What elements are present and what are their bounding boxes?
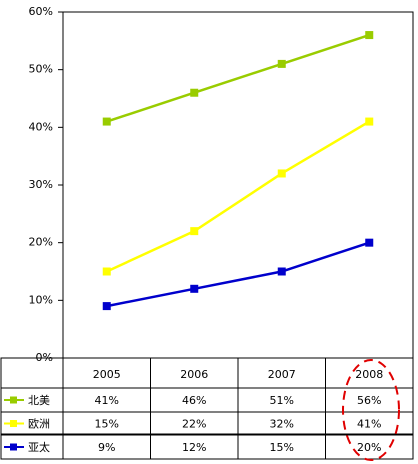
y-tick-label: 60% [29,5,53,18]
point-marker [190,88,199,97]
point-marker [277,267,286,276]
x-tick-label: 2008 [355,368,383,381]
legend-marker [10,396,17,404]
point-marker [102,117,111,126]
point-marker [277,169,286,178]
series-line [106,120,370,273]
legend-label: 亚太 [28,441,50,454]
legend-marker [10,443,17,451]
table-value: 15% [270,441,294,454]
table-value: 41% [95,394,119,407]
table-value: 46% [182,394,206,407]
y-tick-label: 10% [29,293,53,306]
table-value: 15% [95,418,119,431]
table-value: 22% [182,418,206,431]
point-marker [102,267,111,276]
table-value: 20% [357,441,381,454]
legend-label: 北美 [28,394,50,407]
series-line [106,241,370,308]
table-value: 9% [98,441,115,454]
legend-marker [10,420,17,427]
y-tick-label: 20% [29,236,53,249]
table-value: 51% [270,394,294,407]
y-tick-label: 40% [29,120,53,133]
table-value: 12% [182,441,206,454]
table-value: 32% [270,418,294,431]
x-tick-label: 2005 [93,368,121,381]
point-marker [365,31,374,40]
highlight-ellipse [342,359,400,461]
table-value: 41% [357,418,381,431]
y-tick-label: 30% [29,178,53,191]
plot-area [62,11,414,359]
point-marker [277,59,286,68]
point-marker [190,227,199,236]
x-tick-label: 2006 [180,368,208,381]
y-tick-label: 50% [29,63,53,76]
series-line [106,33,370,123]
x-tick-label: 2007 [268,368,296,381]
point-marker [190,284,199,293]
legend-label: 欧洲 [28,418,50,431]
point-marker [365,238,374,247]
table-value: 56% [357,394,381,407]
point-marker [365,117,374,126]
point-marker [102,302,111,311]
